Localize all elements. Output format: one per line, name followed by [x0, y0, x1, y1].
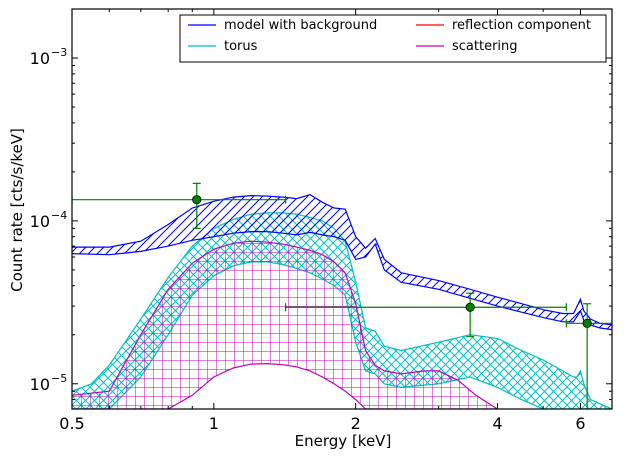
- data-point-2: [284, 292, 567, 338]
- band-upper-scattering: [72, 240, 498, 409]
- y-tick-label: 10: [30, 212, 50, 231]
- band-lower-scattering: [72, 362, 498, 409]
- y-tick-label: 10: [30, 375, 50, 394]
- band-model-with-background: [72, 194, 612, 330]
- band-lower-model-with-background: [72, 231, 612, 331]
- plot-area: [71, 8, 613, 410]
- x-axis: 0.5 1 2 4 6: [59, 9, 613, 433]
- x-tick-label: 4: [492, 414, 502, 433]
- legend-entry: reflection component: [452, 18, 591, 33]
- x-tick-label: 6: [575, 414, 585, 433]
- x-tick-label: 0.5: [59, 414, 84, 433]
- y-axis: 10−510−410−3: [30, 8, 612, 410]
- legend-entry: scattering: [452, 39, 518, 54]
- y-tick-exponent: −5: [51, 372, 67, 385]
- band-upper-torus: [72, 212, 612, 409]
- x-tick-label: 2: [351, 414, 361, 433]
- band-upper-model-with-background: [72, 193, 612, 326]
- x-tick-label: 1: [209, 414, 219, 433]
- plot-frame: [71, 8, 613, 410]
- x-axis-label: Energy [keV]: [295, 432, 392, 450]
- legend-box: [179, 14, 607, 63]
- data-point-3: [565, 303, 612, 409]
- data-point-1: [72, 182, 287, 229]
- legend-entry: torus: [224, 39, 258, 54]
- y-axis-label: Count rate [cts/s/keV]: [8, 128, 26, 292]
- legend: model with background torus reflection com…: [179, 14, 607, 63]
- legend-entry: model with background: [224, 18, 377, 33]
- y-tick-exponent: −3: [51, 46, 67, 59]
- band-scattering: [72, 241, 498, 409]
- y-tick-label: 10: [30, 49, 50, 68]
- y-tick-exponent: −4: [51, 209, 67, 222]
